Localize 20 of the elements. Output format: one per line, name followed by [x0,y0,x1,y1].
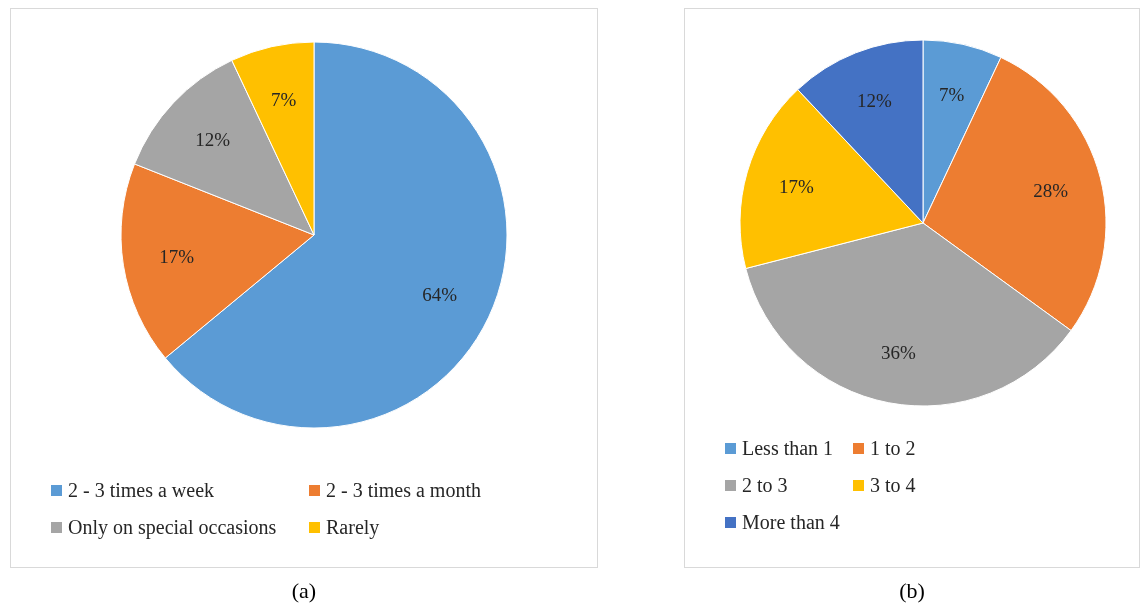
legend-label: Less than 1 [742,437,834,460]
legend-label: Only on special occasions [68,516,277,539]
data-label: 64% [422,283,458,305]
data-label: 12% [195,129,231,151]
text: (b) [898,578,926,604]
legend-label: 3 to 4 [870,474,916,497]
data-label: 12% [857,89,893,111]
legend-label: More than 4 [742,511,840,534]
data-label: 17% [159,246,195,268]
data-label: 28% [1033,179,1069,201]
legend-label: 1 to 2 [870,437,916,460]
data-label: 7% [271,88,297,110]
legend-label: 2 - 3 times a week [68,479,215,502]
legend-label: 2 to 3 [742,474,788,497]
legend-label: 2 - 3 times a month [326,479,481,502]
data-label: 17% [779,175,815,197]
data-label: 36% [880,341,916,363]
text: (a) [290,578,318,604]
data-label: 7% [939,83,965,105]
legend-label: Rarely [326,516,380,539]
